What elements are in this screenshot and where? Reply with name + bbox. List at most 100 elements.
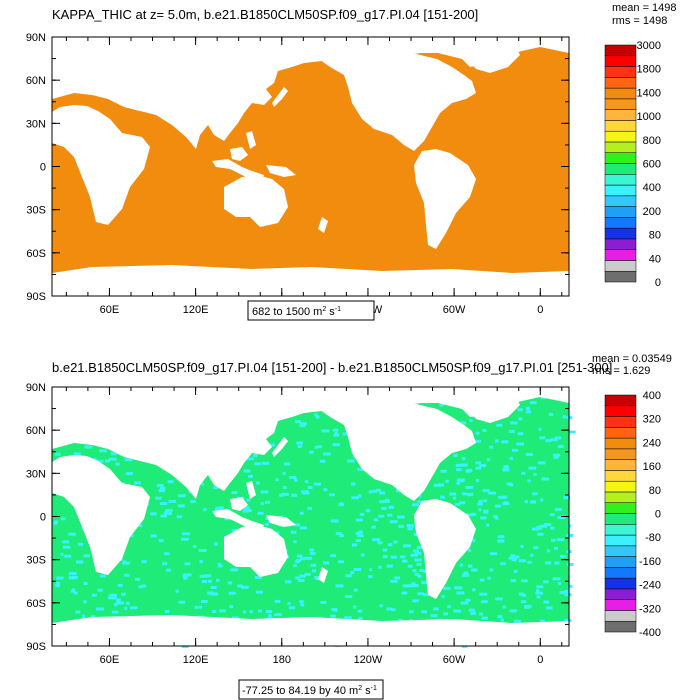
difference-speckle (307, 506, 313, 510)
land-shape (414, 499, 476, 599)
difference-speckle (261, 461, 270, 465)
difference-speckle (527, 560, 532, 564)
difference-speckle (386, 564, 393, 568)
difference-speckle (310, 563, 317, 567)
difference-speckle (141, 560, 147, 564)
colorbar-swatch (604, 480, 637, 493)
difference-speckle (159, 502, 168, 506)
colorbar-swatch (604, 405, 637, 417)
colorbar-label: -320 (639, 603, 661, 615)
difference-speckle (417, 546, 425, 549)
difference-speckle (417, 574, 422, 578)
difference-speckle (124, 458, 133, 462)
difference-speckle (294, 523, 300, 527)
difference-speckle (461, 573, 470, 577)
difference-speckle (330, 519, 339, 523)
difference-speckle (243, 469, 251, 473)
difference-speckle (466, 469, 473, 472)
difference-speckle (116, 598, 121, 602)
panel-2-rms: rms = 1.629 (592, 365, 650, 377)
difference-speckle (460, 601, 469, 605)
panel-2-mean: mean = 0.03549 (592, 353, 672, 365)
difference-speckle (562, 415, 567, 419)
difference-speckle (379, 604, 383, 608)
difference-speckle (150, 512, 157, 516)
difference-speckle (353, 605, 357, 609)
difference-speckle (371, 489, 377, 493)
difference-speckle (353, 568, 362, 571)
difference-speckle (510, 421, 518, 425)
difference-speckle (299, 424, 306, 427)
difference-speckle (518, 592, 524, 596)
difference-speckle (295, 420, 301, 424)
difference-speckle (371, 525, 376, 529)
difference-speckle (508, 429, 515, 433)
difference-speckle (467, 493, 471, 497)
colorbar-label: 80 (649, 230, 661, 242)
difference-speckle (75, 610, 81, 614)
difference-speckle (299, 526, 307, 530)
difference-speckle (357, 494, 362, 498)
difference-speckle (414, 558, 422, 562)
land-shape (318, 217, 328, 233)
difference-speckle (248, 474, 253, 478)
difference-speckle (275, 478, 279, 482)
difference-speckle (433, 607, 439, 611)
difference-speckle (109, 593, 117, 597)
difference-speckle (345, 574, 352, 578)
difference-speckle (357, 609, 363, 613)
difference-speckle (335, 584, 344, 588)
difference-speckle (207, 579, 212, 583)
difference-speckle (566, 416, 573, 420)
difference-speckle (111, 596, 117, 600)
difference-speckle (453, 496, 457, 500)
difference-speckle (490, 552, 498, 556)
difference-speckle (463, 571, 469, 575)
difference-speckle (332, 428, 339, 432)
difference-speckle (482, 489, 490, 493)
difference-speckle (256, 481, 260, 485)
difference-speckle (532, 492, 538, 496)
difference-speckle (478, 499, 483, 503)
difference-speckle (83, 582, 88, 585)
difference-speckle (475, 466, 482, 470)
difference-speckle (73, 591, 78, 595)
difference-speckle (489, 445, 494, 449)
difference-speckle (555, 436, 562, 440)
difference-speckle (287, 602, 291, 606)
difference-speckle (471, 568, 478, 572)
difference-speckle (378, 565, 382, 569)
difference-speckle (299, 574, 306, 578)
difference-speckle (285, 580, 292, 584)
difference-speckle (471, 512, 477, 516)
difference-speckle (298, 579, 305, 582)
difference-speckle (258, 609, 262, 613)
svg-text:682 to 1500 m2 s-1: 682 to 1500 m2 s-1 (252, 306, 341, 318)
difference-speckle (390, 579, 398, 583)
colorbar-label: -240 (639, 580, 661, 592)
colorbar-label: 240 (643, 437, 661, 449)
difference-speckle (531, 527, 540, 531)
difference-speckle (409, 610, 414, 614)
difference-speckle (355, 532, 362, 535)
difference-speckle (497, 539, 505, 543)
difference-speckle (282, 471, 286, 475)
difference-speckle (474, 439, 482, 443)
difference-speckle (557, 445, 564, 448)
difference-speckle (468, 564, 473, 568)
colorbar-label: 40 (649, 253, 661, 265)
difference-speckle (513, 620, 517, 624)
colorbar-swatch (604, 470, 637, 482)
difference-speckle (60, 517, 66, 521)
difference-speckle (212, 610, 217, 613)
colorbar-swatch (604, 394, 637, 407)
colorbar-label: 80 (649, 485, 661, 497)
difference-speckle (462, 492, 468, 496)
difference-speckle (150, 534, 157, 538)
difference-speckle (465, 485, 474, 489)
difference-speckle (564, 590, 570, 593)
difference-speckle (536, 589, 540, 593)
difference-speckle (512, 609, 517, 613)
colorbar-swatch (604, 174, 637, 186)
difference-speckle (412, 503, 419, 507)
